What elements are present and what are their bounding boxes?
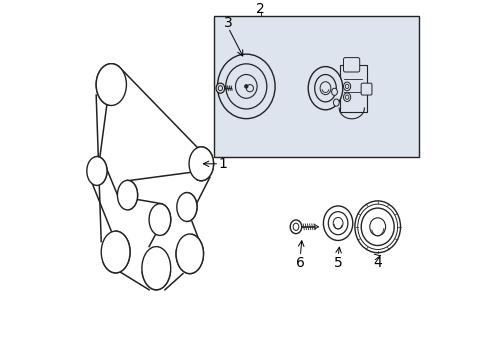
Text: 1: 1 xyxy=(218,157,227,171)
Ellipse shape xyxy=(117,180,137,210)
Text: 4: 4 xyxy=(372,256,381,270)
FancyBboxPatch shape xyxy=(361,83,371,95)
Circle shape xyxy=(244,85,247,88)
Bar xyxy=(213,16,418,157)
Text: 6: 6 xyxy=(295,256,304,270)
Ellipse shape xyxy=(87,157,107,185)
Ellipse shape xyxy=(289,220,301,234)
Ellipse shape xyxy=(320,82,330,95)
Ellipse shape xyxy=(225,64,266,109)
FancyBboxPatch shape xyxy=(343,58,359,72)
Ellipse shape xyxy=(345,95,348,99)
Ellipse shape xyxy=(176,234,203,274)
Ellipse shape xyxy=(218,86,222,91)
Ellipse shape xyxy=(101,231,130,273)
Ellipse shape xyxy=(177,193,197,221)
Ellipse shape xyxy=(323,206,352,240)
Ellipse shape xyxy=(361,208,393,246)
Text: 3: 3 xyxy=(224,17,232,30)
Ellipse shape xyxy=(331,88,337,95)
Ellipse shape xyxy=(142,247,170,290)
Ellipse shape xyxy=(216,83,224,93)
Text: 2: 2 xyxy=(256,2,264,16)
Ellipse shape xyxy=(357,204,397,249)
Ellipse shape xyxy=(343,82,350,91)
Ellipse shape xyxy=(369,218,385,236)
Ellipse shape xyxy=(96,64,126,105)
Ellipse shape xyxy=(327,212,347,235)
Ellipse shape xyxy=(217,54,275,119)
Ellipse shape xyxy=(354,201,400,253)
Ellipse shape xyxy=(343,93,350,102)
Ellipse shape xyxy=(332,217,342,229)
Ellipse shape xyxy=(314,75,336,102)
Ellipse shape xyxy=(235,75,257,98)
Ellipse shape xyxy=(345,84,348,89)
Ellipse shape xyxy=(292,223,298,230)
Ellipse shape xyxy=(333,99,339,106)
Ellipse shape xyxy=(307,67,342,110)
Ellipse shape xyxy=(189,147,213,181)
Circle shape xyxy=(246,85,253,92)
Ellipse shape xyxy=(149,204,170,235)
Text: 5: 5 xyxy=(333,256,342,270)
Bar xyxy=(339,65,366,112)
